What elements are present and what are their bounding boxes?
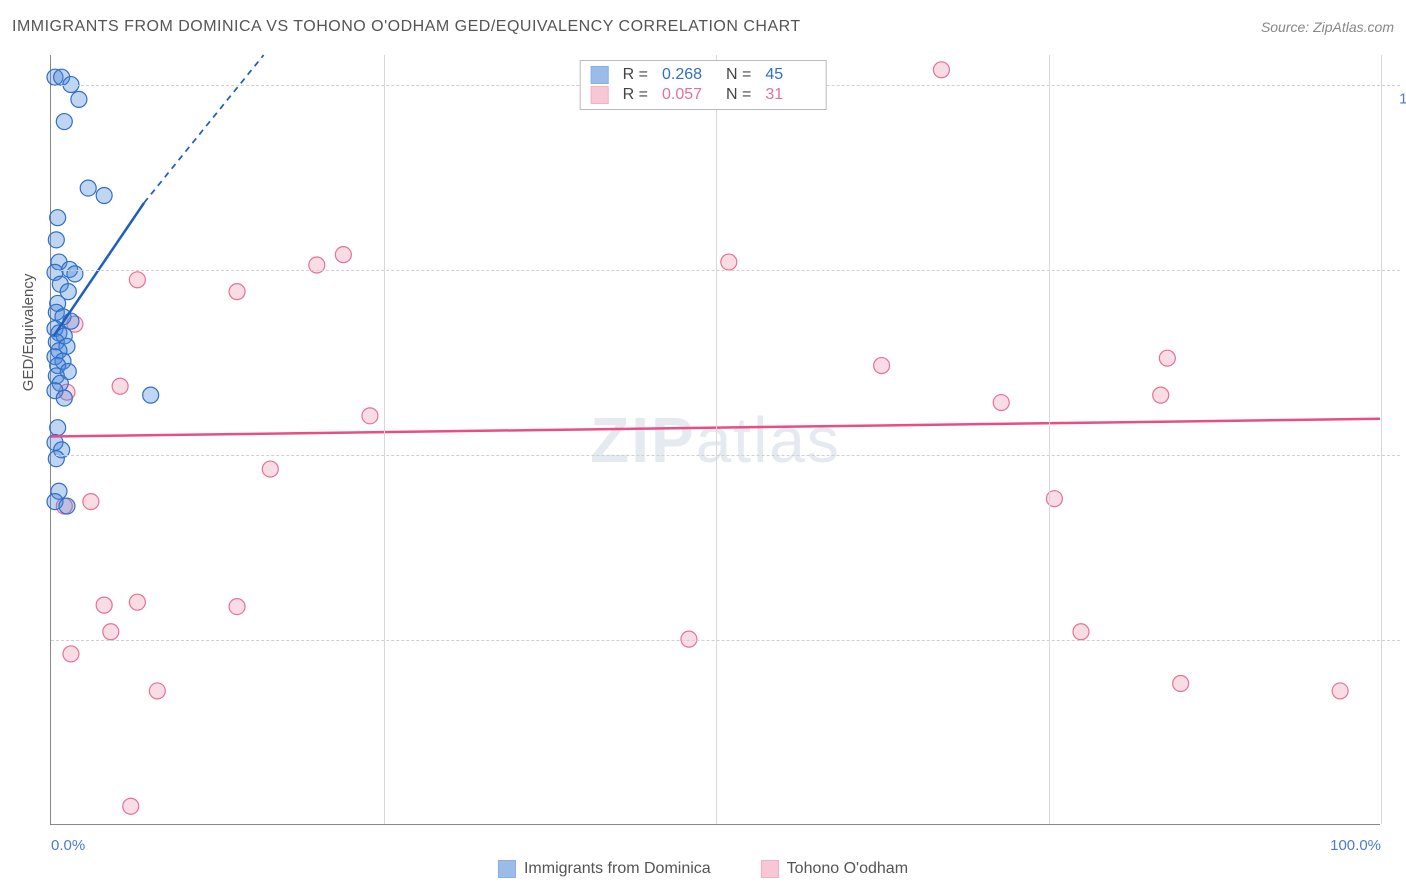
- y-axis-label: GED/Equivalency: [20, 274, 37, 392]
- x-tick-label: 0.0%: [51, 837, 85, 854]
- r-value-tohono: 0.057: [662, 86, 712, 104]
- n-value-tohono: 31: [765, 86, 815, 104]
- legend-item-tohono: Tohono O'odham: [761, 860, 908, 878]
- source-label: Source: ZipAtlas.com: [1261, 19, 1394, 35]
- stats-legend: R = 0.268 N = 45 R = 0.057 N = 31: [580, 60, 827, 110]
- x-tick-label: 100.0%: [1330, 837, 1381, 854]
- y-tick-label: 100.0%: [1390, 90, 1406, 107]
- swatch-tohono-icon: [761, 860, 779, 878]
- y-tick-label: 75.0%: [1390, 460, 1406, 477]
- y-tick-label: 62.5%: [1390, 645, 1406, 662]
- n-value-dominica: 45: [765, 66, 815, 84]
- y-tick-label: 87.5%: [1390, 275, 1406, 292]
- bottom-legend: Immigrants from Dominica Tohono O'odham: [498, 860, 908, 878]
- stats-row-dominica: R = 0.268 N = 45: [591, 65, 816, 85]
- title-bar: IMMIGRANTS FROM DOMINICA VS TOHONO O'ODH…: [12, 18, 1394, 36]
- legend-item-dominica: Immigrants from Dominica: [498, 860, 711, 878]
- chart-title: IMMIGRANTS FROM DOMINICA VS TOHONO O'ODH…: [12, 18, 801, 36]
- swatch-dominica-icon: [498, 860, 516, 878]
- stats-row-tohono: R = 0.057 N = 31: [591, 85, 816, 105]
- swatch-dominica-icon: [591, 66, 609, 84]
- r-value-dominica: 0.268: [662, 66, 712, 84]
- swatch-tohono-icon: [591, 86, 609, 104]
- plot-area: ZIPatlas 62.5%75.0%87.5%100.0%0.0%100.0%: [50, 55, 1380, 825]
